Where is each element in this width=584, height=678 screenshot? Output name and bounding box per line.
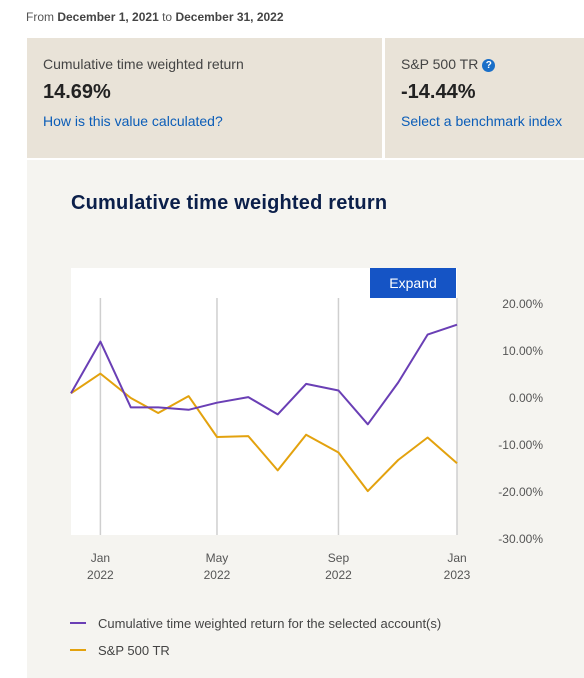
legend-label-account: Cumulative time weighted return for the … xyxy=(98,616,442,631)
x-tick-month: Jan xyxy=(91,551,110,565)
y-tick-label: 10.00% xyxy=(502,344,543,358)
benchmark-card: S&P 500 TR? -14.44% Select a benchmark i… xyxy=(385,38,584,158)
legend-swatch-account xyxy=(70,622,86,624)
x-tick-year: 2022 xyxy=(325,568,352,582)
y-tick-label: 0.00% xyxy=(509,391,543,405)
expand-button[interactable]: Expand xyxy=(370,268,456,298)
how-calculated-link[interactable]: How is this value calculated? xyxy=(43,113,223,129)
legend-label-benchmark: S&P 500 TR xyxy=(98,643,170,658)
benchmark-label-row: S&P 500 TR? xyxy=(401,56,496,72)
x-tick-year: 2022 xyxy=(204,568,231,582)
x-tick-year: 2022 xyxy=(87,568,114,582)
y-tick-label: -10.00% xyxy=(498,438,543,452)
account-return-value: 14.69% xyxy=(43,81,111,103)
legend-item-benchmark: S&P 500 TR xyxy=(70,643,170,658)
help-icon[interactable]: ? xyxy=(482,59,496,72)
date-range-prefix: From xyxy=(26,10,54,24)
y-tick-label: -30.00% xyxy=(498,532,543,546)
y-tick-label: 20.00% xyxy=(502,297,543,311)
date-range-end: December 31, 2022 xyxy=(175,10,284,24)
x-tick-year: 2023 xyxy=(444,568,471,582)
account-return-label: Cumulative time weighted return xyxy=(43,56,244,72)
date-range: From December 1, 2021 to December 31, 20… xyxy=(26,10,284,24)
x-tick-month: Sep xyxy=(328,551,350,565)
y-tick-label: -20.00% xyxy=(498,485,543,499)
x-tick-month: Jan xyxy=(447,551,466,565)
date-range-middle: to xyxy=(162,10,173,24)
select-benchmark-link[interactable]: Select a benchmark index xyxy=(401,113,563,129)
account-return-card: Cumulative time weighted return 14.69% H… xyxy=(27,38,382,158)
legend-item-account: Cumulative time weighted return for the … xyxy=(70,616,441,631)
x-tick-month: May xyxy=(206,551,229,565)
benchmark-line xyxy=(70,372,458,493)
legend-swatch-benchmark xyxy=(70,649,86,651)
benchmark-label: S&P 500 TR xyxy=(401,56,479,72)
benchmark-value: -14.44% xyxy=(401,81,476,103)
date-range-start: December 1, 2021 xyxy=(57,10,159,24)
account-return-line xyxy=(70,323,458,426)
chart-title: Cumulative time weighted return xyxy=(71,192,388,214)
